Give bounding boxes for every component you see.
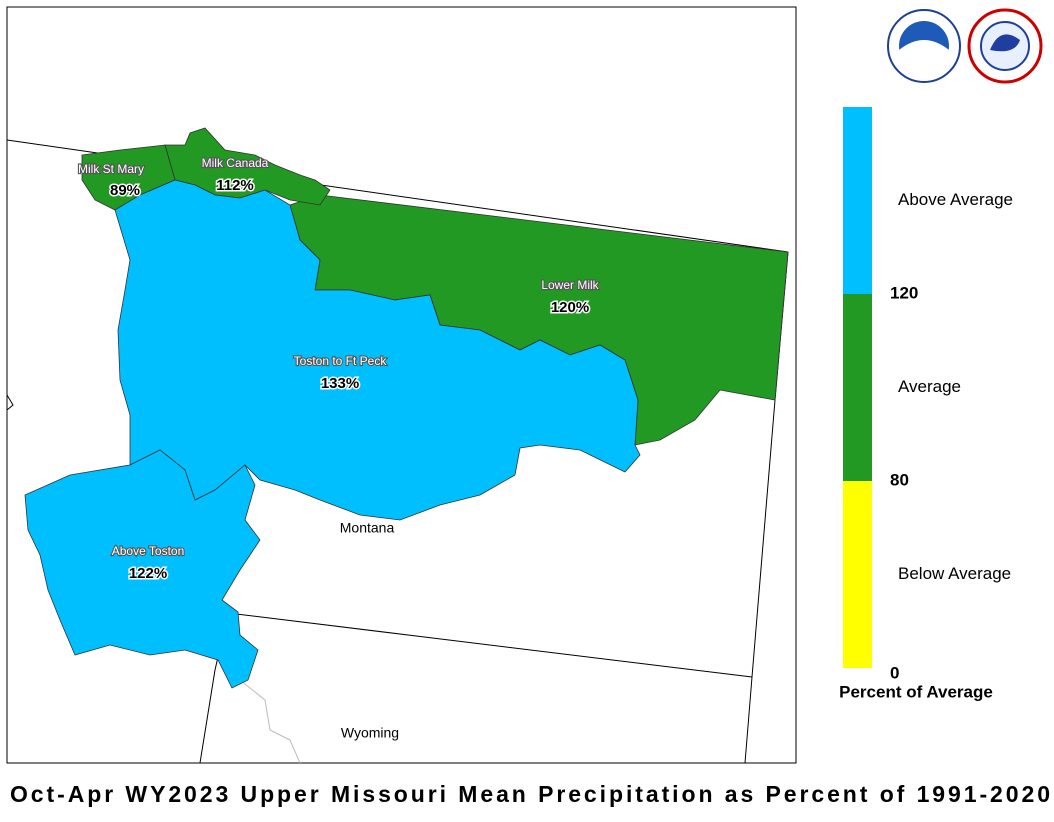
- region-name: Lower Milk: [541, 278, 599, 292]
- region-percent: 112%: [216, 177, 254, 194]
- region-percent: 89%: [110, 182, 140, 199]
- legend-title: Percent of Average: [839, 682, 993, 701]
- region-name: Milk St Mary: [78, 162, 144, 176]
- legend-class-label: Above Average: [898, 190, 1013, 209]
- legend-break-label: 0: [890, 663, 899, 682]
- region-name: Milk Canada: [202, 156, 269, 170]
- legend-class-label: Below Average: [898, 564, 1011, 583]
- legend-swatch: [843, 107, 872, 294]
- legend: Above Average Average Below Average 120 80 0: [843, 107, 1013, 682]
- state-border: [227, 612, 753, 678]
- legend-break-label: 120: [890, 283, 918, 302]
- state-border: [6, 394, 14, 411]
- state-label: Montana: [340, 520, 395, 536]
- noaa-logo: [887, 9, 961, 83]
- region-name: Toston to Ft Peck: [294, 354, 388, 368]
- legend-swatch: [843, 294, 872, 481]
- nws-logo: [967, 8, 1043, 84]
- legend-class-label: Average: [898, 377, 961, 396]
- region-name: Above Toston: [112, 544, 185, 558]
- region-percent: 133%: [321, 375, 359, 392]
- region-percent: 122%: [129, 565, 167, 582]
- region-above-toston: [24, 449, 261, 689]
- legend-swatch: [843, 481, 872, 668]
- state-label: Wyoming: [341, 725, 399, 741]
- basin-outline: [239, 679, 301, 764]
- legend-break-label: 80: [890, 470, 909, 489]
- region-percent: 120%: [551, 299, 589, 316]
- map-title: Oct-Apr WY2023 Upper Missouri Mean Preci…: [10, 781, 1050, 807]
